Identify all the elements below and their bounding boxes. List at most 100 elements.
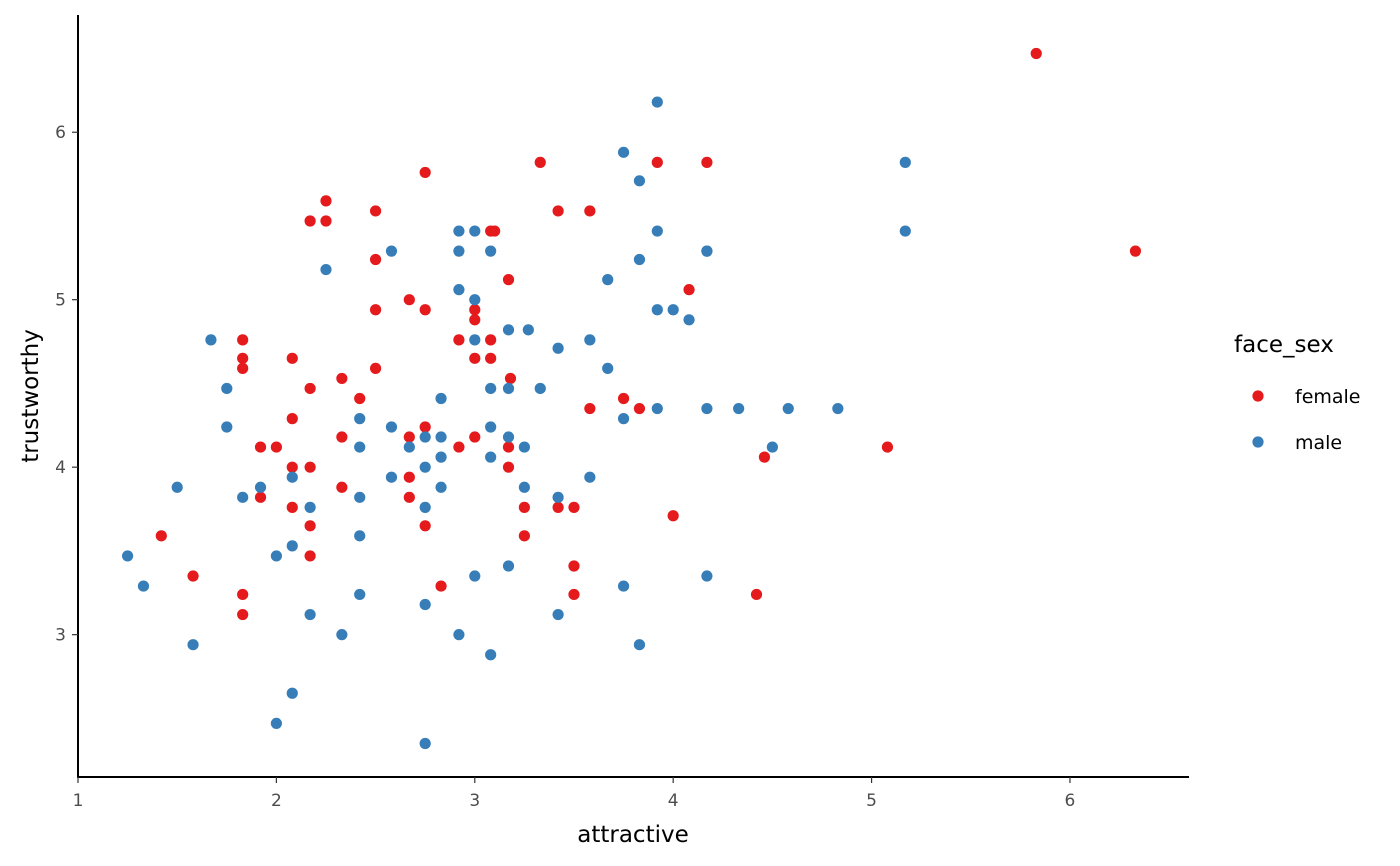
- data-point-female: [502, 274, 515, 286]
- data-point-male: [354, 441, 366, 453]
- data-point-male: [651, 96, 663, 108]
- data-point-female: [286, 413, 298, 425]
- data-point-male: [502, 324, 515, 336]
- data-point-male: [419, 431, 431, 443]
- x-tick-label: 2: [271, 791, 282, 811]
- data-point-male: [171, 481, 183, 493]
- data-point-female: [469, 314, 481, 326]
- data-point-male: [832, 402, 844, 415]
- data-point-female: [633, 402, 646, 415]
- data-point-male: [221, 382, 233, 395]
- data-point-female: [584, 402, 596, 415]
- data-point-female: [568, 588, 580, 601]
- data-point-female: [881, 441, 894, 453]
- data-point-male: [286, 540, 298, 552]
- y-tick-label: 6: [55, 123, 66, 143]
- data-point-male: [485, 451, 497, 463]
- y-axis-title: trustworthy: [18, 329, 44, 463]
- data-point-male: [270, 550, 282, 562]
- data-point-female: [750, 588, 763, 601]
- data-point-male: [552, 608, 564, 621]
- data-point-female: [1129, 245, 1142, 257]
- data-point-female: [354, 392, 366, 405]
- data-point-female: [403, 294, 415, 306]
- data-point-female: [552, 501, 564, 513]
- data-point-male: [485, 382, 497, 395]
- data-point-male: [584, 334, 596, 346]
- points-layer: [121, 47, 1142, 750]
- data-point-female: [1030, 47, 1042, 60]
- data-point-female: [683, 284, 695, 296]
- legend-title: face_sex: [1234, 332, 1334, 358]
- data-point-female: [701, 156, 713, 168]
- data-point-female: [469, 304, 481, 316]
- legend-label-female: female: [1295, 386, 1361, 408]
- data-point-female: [469, 431, 481, 443]
- data-point-female: [304, 215, 316, 227]
- data-point-female: [469, 352, 481, 364]
- data-point-female: [758, 451, 771, 463]
- data-point-female: [369, 205, 382, 217]
- data-point-female: [568, 560, 580, 572]
- x-axis-title: attractive: [577, 822, 689, 848]
- data-point-female: [237, 334, 249, 346]
- data-point-female: [518, 501, 530, 513]
- data-point-male: [187, 639, 199, 651]
- data-point-female: [254, 441, 267, 453]
- y-tick-label: 3: [55, 626, 66, 646]
- data-point-male: [782, 402, 794, 415]
- data-point-female: [489, 225, 501, 237]
- y-tick-label: 4: [55, 458, 66, 478]
- data-point-male: [270, 717, 282, 730]
- data-point-female: [237, 352, 249, 364]
- data-point-female: [270, 441, 282, 453]
- data-point-male: [336, 629, 348, 641]
- data-point-female: [254, 491, 267, 503]
- legend-entries: female male: [1252, 386, 1361, 454]
- series-male: [121, 96, 911, 750]
- data-point-female: [369, 304, 382, 316]
- data-point-male: [320, 263, 332, 276]
- data-point-female: [504, 372, 517, 385]
- data-point-male: [419, 461, 431, 473]
- data-point-female: [667, 510, 679, 522]
- data-point-female: [453, 334, 465, 346]
- data-point-female: [336, 372, 348, 385]
- data-point-male: [469, 334, 481, 346]
- data-point-female: [419, 421, 431, 433]
- data-point-male: [584, 471, 596, 483]
- data-point-male: [435, 481, 447, 493]
- data-point-male: [522, 324, 534, 336]
- data-point-female: [419, 304, 431, 316]
- data-point-female: [187, 570, 199, 582]
- data-point-male: [354, 491, 366, 503]
- data-point-female: [336, 431, 348, 443]
- data-point-male: [419, 598, 431, 611]
- data-point-female: [453, 441, 465, 453]
- data-point-female: [403, 491, 415, 503]
- data-point-male: [286, 471, 298, 483]
- data-point-female: [502, 461, 515, 473]
- data-point-male: [651, 304, 663, 316]
- data-point-male: [403, 441, 415, 453]
- data-point-male: [385, 471, 398, 483]
- data-point-female: [617, 392, 630, 405]
- data-point-female: [502, 441, 515, 453]
- data-point-male: [633, 253, 646, 266]
- data-point-female: [320, 195, 332, 207]
- legend: face_sex female male: [1234, 332, 1361, 454]
- data-point-male: [286, 687, 298, 699]
- data-point-male: [701, 570, 713, 582]
- data-point-male: [385, 421, 398, 433]
- x-tick-label: 3: [469, 791, 480, 811]
- data-point-female: [485, 334, 497, 346]
- data-point-female: [534, 156, 546, 168]
- data-point-male: [419, 737, 431, 750]
- data-point-female: [369, 362, 382, 374]
- legend-label-male: male: [1295, 432, 1342, 454]
- data-point-male: [435, 451, 447, 463]
- data-point-male: [766, 441, 778, 453]
- legend-key-male: [1252, 436, 1264, 448]
- data-point-male: [899, 225, 911, 237]
- data-point-male: [254, 481, 267, 493]
